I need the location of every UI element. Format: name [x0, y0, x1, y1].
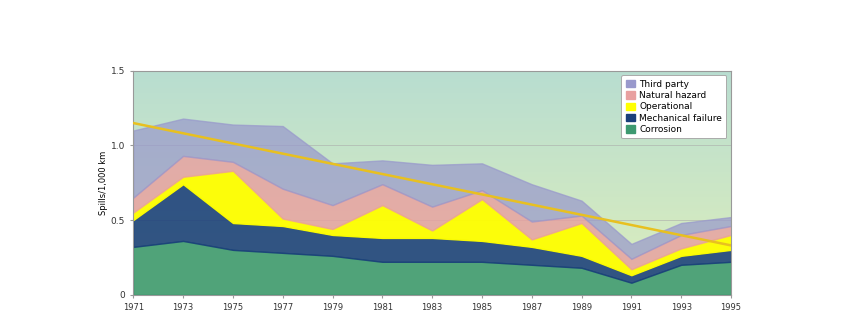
Bar [133, 147, 731, 149]
Bar [133, 188, 731, 191]
Bar [133, 292, 731, 295]
Bar [133, 141, 731, 144]
Bar [133, 236, 731, 239]
Bar [133, 99, 731, 102]
Bar [133, 172, 731, 174]
Bar [133, 163, 731, 166]
Bar [133, 239, 731, 242]
Bar [133, 174, 731, 177]
Y-axis label: Spills/1,000 km: Spills/1,000 km [99, 151, 108, 215]
Bar [133, 180, 731, 183]
Bar [133, 169, 731, 172]
Bar [133, 152, 731, 155]
Bar [133, 177, 731, 180]
Bar [133, 85, 731, 88]
Bar [133, 264, 731, 267]
Bar [133, 74, 731, 76]
Bar [133, 129, 731, 132]
Bar [133, 160, 731, 163]
Bar [133, 132, 731, 135]
Bar [133, 247, 731, 250]
Bar [133, 191, 731, 194]
Bar [133, 219, 731, 222]
Bar [133, 124, 731, 127]
Bar [133, 272, 731, 275]
Bar [133, 127, 731, 129]
Bar [133, 250, 731, 253]
Bar [133, 183, 731, 185]
Bar [133, 149, 731, 152]
Bar [133, 211, 731, 213]
Bar [133, 281, 731, 283]
Bar [133, 244, 731, 247]
Bar [133, 200, 731, 202]
Bar [133, 197, 731, 200]
Bar [133, 88, 731, 90]
Bar [133, 135, 731, 138]
Bar [133, 275, 731, 278]
Bar [133, 90, 731, 93]
Bar [133, 121, 731, 124]
Bar [133, 213, 731, 216]
Bar [133, 138, 731, 141]
Bar [133, 216, 731, 219]
Bar [133, 166, 731, 169]
Bar [133, 253, 731, 255]
Bar [133, 104, 731, 107]
Bar [133, 82, 731, 85]
Bar [133, 205, 731, 208]
Bar [133, 225, 731, 227]
Bar [133, 208, 731, 211]
Bar [133, 258, 731, 261]
Bar [133, 102, 731, 104]
Legend: Third party, Natural hazard, Operational, Mechanical failure, Corrosion: Third party, Natural hazard, Operational… [621, 75, 727, 138]
Bar [133, 116, 731, 118]
Bar [133, 222, 731, 225]
Bar [133, 270, 731, 272]
Bar [133, 185, 731, 188]
Bar [133, 96, 731, 99]
Bar [133, 118, 731, 121]
Bar [133, 155, 731, 157]
Text: Spillage frequency by cause: Spillage frequency by cause [146, 43, 358, 56]
Bar [133, 157, 731, 160]
Bar [133, 79, 731, 82]
Bar [133, 267, 731, 270]
Bar [133, 233, 731, 236]
Bar [133, 230, 731, 233]
Bar [133, 202, 731, 205]
Bar [133, 93, 731, 96]
Bar [133, 242, 731, 244]
Bar [133, 110, 731, 113]
Bar [133, 144, 731, 147]
Bar [133, 286, 731, 289]
Bar [133, 113, 731, 116]
Bar [133, 194, 731, 197]
Bar [133, 278, 731, 281]
Bar [133, 261, 731, 264]
Bar [133, 283, 731, 286]
Bar [133, 76, 731, 79]
Bar [133, 107, 731, 110]
Bar [133, 71, 731, 74]
Bar [133, 227, 731, 230]
Bar [133, 289, 731, 292]
Bar [133, 255, 731, 258]
